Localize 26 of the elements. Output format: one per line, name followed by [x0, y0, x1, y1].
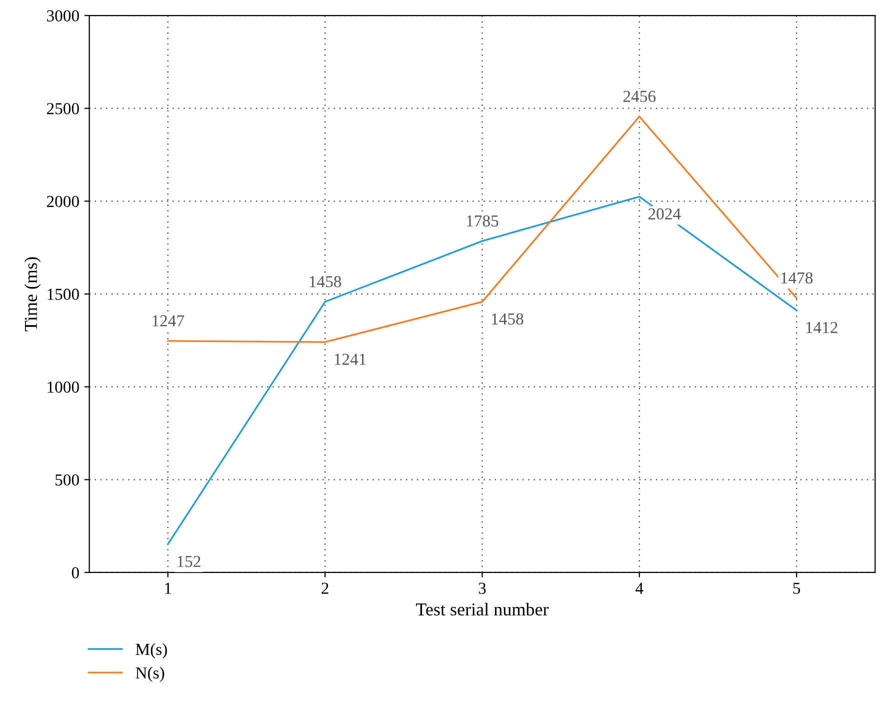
y-tick-label: 1000 — [48, 382, 79, 393]
data-label: 2456 — [623, 90, 656, 102]
data-label: 1478 — [781, 272, 813, 284]
x-tick-label: 1 — [165, 582, 172, 594]
data-label: 152 — [178, 556, 200, 568]
x-axis-title: Test serial number — [416, 602, 549, 616]
data-label: 1458 — [492, 313, 524, 325]
x-tick-label: 2 — [322, 582, 328, 594]
data-label: 1412 — [806, 322, 838, 333]
y-tick-label: 500 — [56, 474, 79, 486]
legend-label: N(s) — [136, 666, 164, 682]
y-tick-label: 3000 — [47, 10, 79, 22]
y-tick-label: 1500 — [48, 288, 79, 300]
data-label: 1458 — [310, 276, 342, 288]
x-tick-label: 3 — [478, 582, 486, 594]
data-label: 1785 — [467, 215, 498, 227]
x-tick-label: 4 — [636, 582, 644, 594]
data-label: 1247 — [152, 315, 184, 326]
y-tick-label: 2000 — [46, 196, 79, 208]
y-tick-label: 2500 — [46, 103, 79, 114]
x-tick-label: 5 — [793, 582, 800, 594]
y-tick-label: 0 — [72, 567, 79, 578]
data-label: 2024 — [648, 208, 681, 220]
y-axis-title: Time (ms) — [24, 257, 41, 332]
legend-label: M(s) — [136, 643, 167, 658]
data-label: 1241 — [334, 354, 366, 365]
